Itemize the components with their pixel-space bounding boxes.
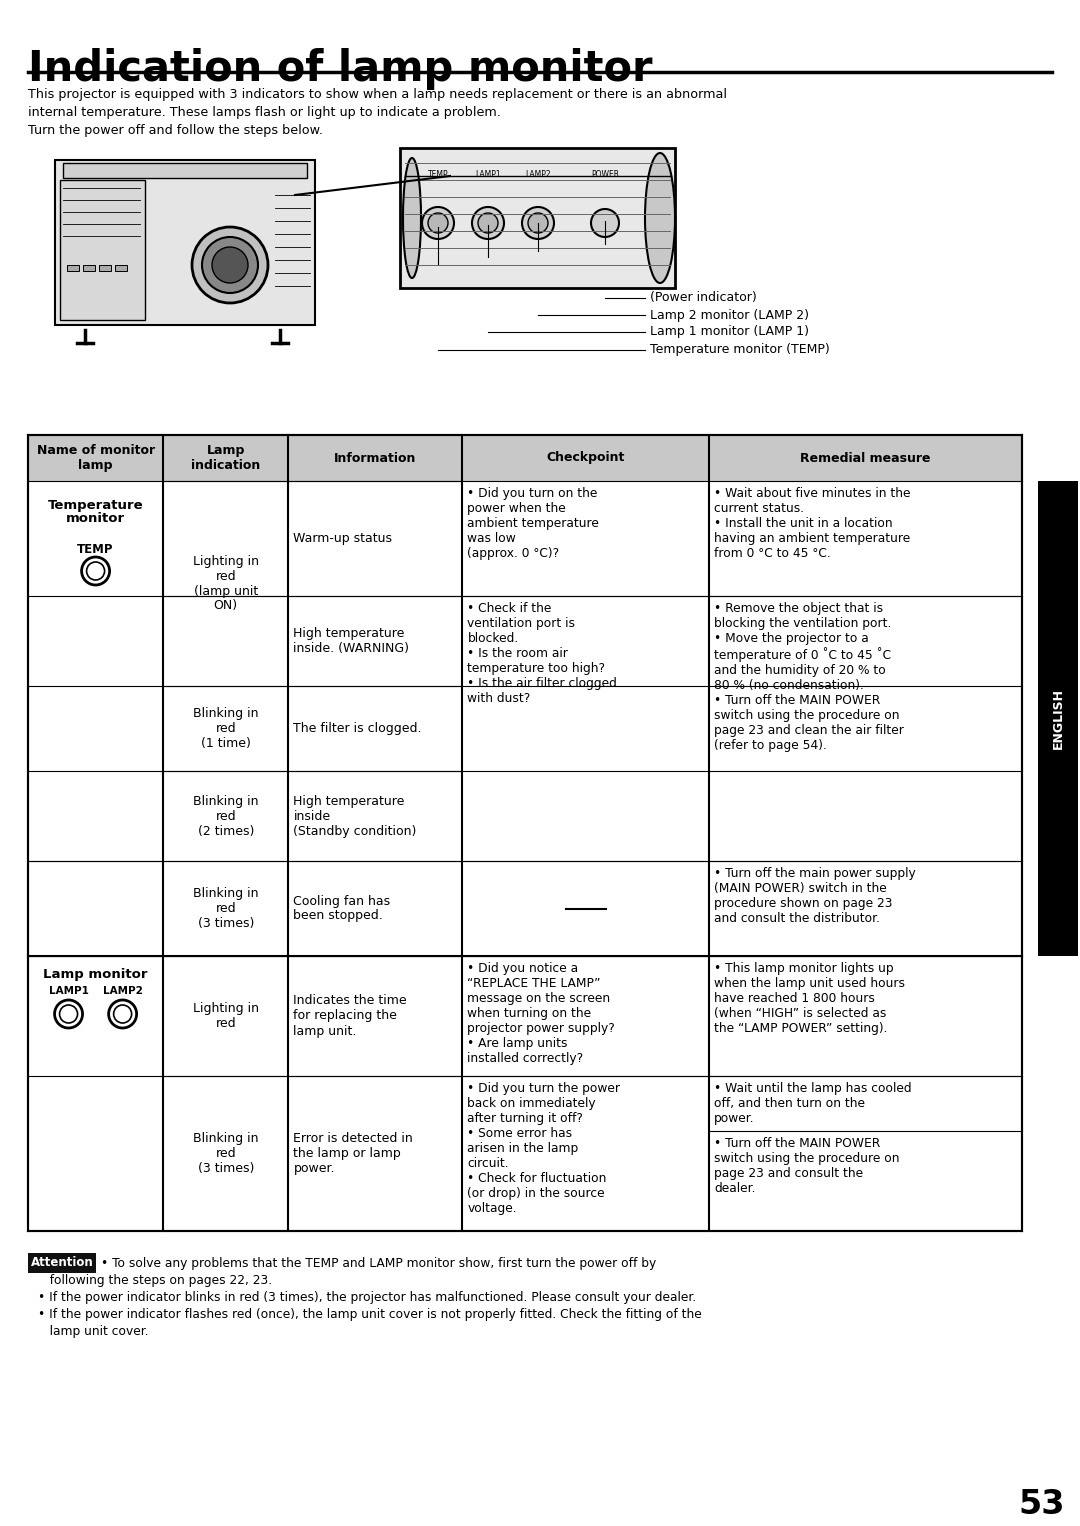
Bar	[63, 163, 307, 179]
Text: LAMP2: LAMP2	[525, 169, 551, 179]
Text: Remedial measure: Remedial measure	[800, 452, 931, 464]
Bar	[55, 160, 315, 325]
Circle shape	[528, 214, 548, 233]
Circle shape	[478, 214, 498, 233]
Circle shape	[55, 1000, 82, 1029]
Text: Checkpoint: Checkpoint	[546, 452, 625, 464]
Text: Indication of lamp monitor: Indication of lamp monitor	[28, 47, 652, 90]
Text: monitor: monitor	[66, 513, 125, 525]
Text: • To solve any problems that the TEMP and LAMP monitor show, first turn the powe: • To solve any problems that the TEMP an…	[102, 1257, 657, 1270]
Circle shape	[86, 562, 105, 580]
Text: • Wait about five minutes in the
current status.
• Install the unit in a locatio: • Wait about five minutes in the current…	[714, 487, 910, 560]
Bar	[114, 266, 127, 272]
Text: Blinking in
red
(3 times): Blinking in red (3 times)	[193, 1132, 258, 1175]
Text: lamp unit cover.: lamp unit cover.	[38, 1325, 149, 1338]
Bar	[1038, 481, 1078, 955]
Text: High temperature
inside
(Standby condition): High temperature inside (Standby conditi…	[294, 795, 417, 838]
Text: Lamp monitor: Lamp monitor	[43, 967, 148, 981]
Text: following the steps on pages 22, 23.: following the steps on pages 22, 23.	[38, 1274, 272, 1286]
Text: Lighting in
red: Lighting in red	[193, 1003, 259, 1030]
Circle shape	[422, 208, 454, 240]
Circle shape	[109, 1000, 137, 1029]
Text: Lamp
indication: Lamp indication	[191, 444, 260, 472]
Bar	[28, 435, 1022, 481]
Circle shape	[202, 237, 258, 293]
Text: The filter is clogged.: The filter is clogged.	[294, 722, 422, 736]
Text: LAMP2: LAMP2	[103, 986, 143, 996]
Text: Indicates the time
for replacing the
lamp unit.: Indicates the time for replacing the lam…	[294, 995, 407, 1038]
Text: Information: Information	[334, 452, 417, 464]
Text: TEMP: TEMP	[428, 169, 448, 179]
Text: • Did you turn the power
back on immediately
after turning it off?
• Some error : • Did you turn the power back on immedia…	[468, 1082, 620, 1215]
Ellipse shape	[403, 159, 421, 278]
Text: • If the power indicator blinks in red (3 times), the projector has malfunctione: • If the power indicator blinks in red (…	[38, 1291, 697, 1305]
Text: Blinking in
red
(2 times): Blinking in red (2 times)	[193, 795, 258, 838]
Text: Cooling fan has
been stopped.: Cooling fan has been stopped.	[294, 894, 391, 923]
Text: Lamp 1 monitor (LAMP 1): Lamp 1 monitor (LAMP 1)	[650, 325, 809, 339]
Text: • Turn off the main power supply
(MAIN POWER) switch in the
procedure shown on p: • Turn off the main power supply (MAIN P…	[714, 867, 916, 925]
Text: (Power indicator): (Power indicator)	[650, 291, 757, 305]
Bar	[28, 435, 1022, 1231]
Text: Name of monitor
lamp: Name of monitor lamp	[37, 444, 154, 472]
Bar	[83, 266, 95, 272]
Text: • If the power indicator flashes red (once), the lamp unit cover is not properly: • If the power indicator flashes red (on…	[38, 1308, 702, 1322]
Text: Blinking in
red
(1 time): Blinking in red (1 time)	[193, 707, 258, 749]
Text: TEMP: TEMP	[78, 543, 113, 555]
Bar	[28, 1253, 96, 1273]
Text: • Turn off the MAIN POWER
switch using the procedure on
page 23 and consult the
: • Turn off the MAIN POWER switch using t…	[714, 1137, 900, 1195]
Text: Error is detected in
the lamp or lamp
power.: Error is detected in the lamp or lamp po…	[294, 1132, 414, 1175]
Text: Temperature: Temperature	[48, 499, 144, 513]
Ellipse shape	[645, 153, 675, 282]
Text: This projector is equipped with 3 indicators to show when a lamp needs replaceme: This projector is equipped with 3 indica…	[28, 89, 727, 137]
Text: • Did you turn on the
power when the
ambient temperature
was low
(approx. 0 °C)?: • Did you turn on the power when the amb…	[468, 487, 599, 560]
Text: Lighting in
red
(lamp unit
ON): Lighting in red (lamp unit ON)	[193, 554, 259, 612]
Text: Warm-up status: Warm-up status	[294, 533, 392, 545]
Text: • Wait until the lamp has cooled
off, and then turn on the
power.: • Wait until the lamp has cooled off, an…	[714, 1082, 912, 1125]
Circle shape	[212, 247, 248, 282]
Text: POWER: POWER	[591, 169, 619, 179]
Text: Lamp 2 monitor (LAMP 2): Lamp 2 monitor (LAMP 2)	[650, 308, 809, 322]
Text: ENGLISH: ENGLISH	[1052, 688, 1065, 749]
Circle shape	[522, 208, 554, 240]
Text: • Did you notice a
“REPLACE THE LAMP”
message on the screen
when turning on the
: • Did you notice a “REPLACE THE LAMP” me…	[468, 961, 616, 1065]
Circle shape	[192, 227, 268, 304]
Text: High temperature
inside. (WARNING): High temperature inside. (WARNING)	[294, 627, 409, 655]
Circle shape	[591, 209, 619, 237]
Bar	[99, 266, 111, 272]
Circle shape	[472, 208, 504, 240]
Text: • This lamp monitor lights up
when the lamp unit used hours
have reached 1 800 h: • This lamp monitor lights up when the l…	[714, 961, 905, 1035]
Text: LAMP1: LAMP1	[475, 169, 501, 179]
Circle shape	[59, 1006, 78, 1022]
Bar	[67, 266, 79, 272]
Text: LAMP1: LAMP1	[49, 986, 89, 996]
Text: 53: 53	[1018, 1488, 1065, 1521]
Text: Temperature monitor (TEMP): Temperature monitor (TEMP)	[650, 343, 829, 357]
Circle shape	[113, 1006, 132, 1022]
Text: • Remove the object that is
blocking the ventilation port.
• Move the projector : • Remove the object that is blocking the…	[714, 601, 904, 752]
Text: Attention: Attention	[30, 1256, 93, 1270]
Circle shape	[428, 214, 448, 233]
Bar	[400, 148, 675, 288]
Text: • Check if the
ventilation port is
blocked.
• Is the room air
temperature too hi: • Check if the ventilation port is block…	[468, 601, 618, 705]
Bar	[60, 180, 145, 320]
Circle shape	[82, 557, 109, 584]
Text: Blinking in
red
(3 times): Blinking in red (3 times)	[193, 887, 258, 929]
Bar	[28, 435, 1022, 1231]
